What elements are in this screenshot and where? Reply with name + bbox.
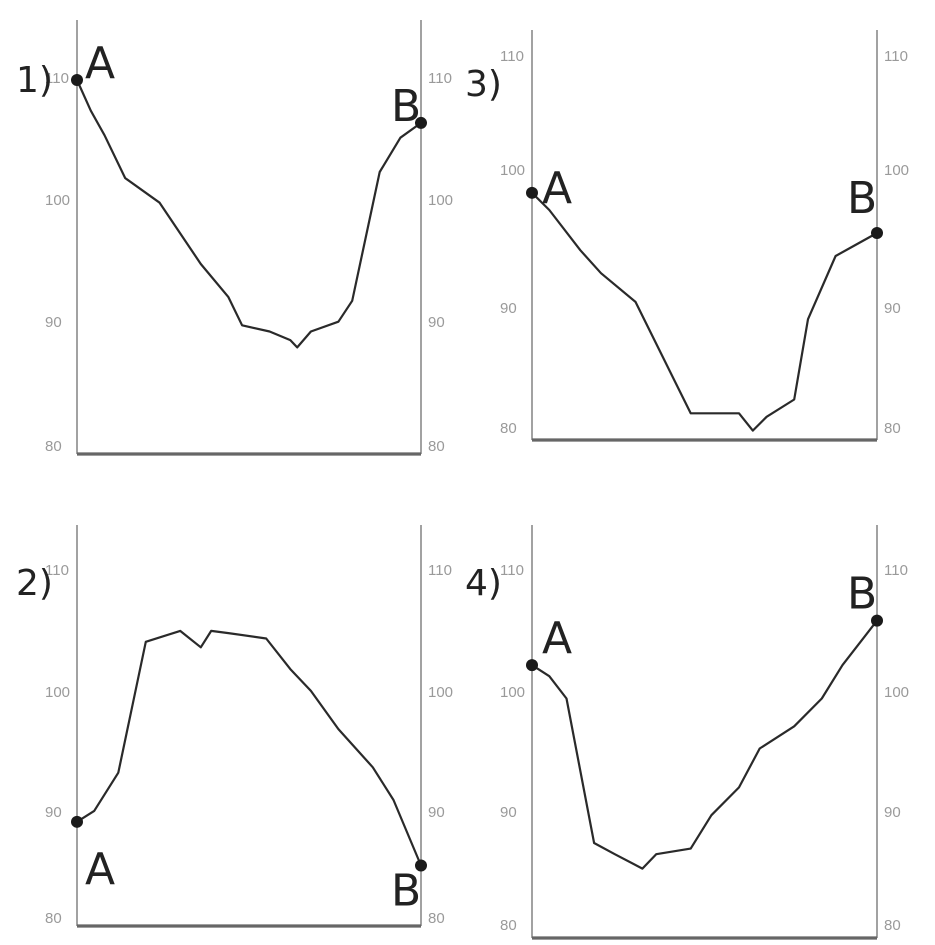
point-b-label: B [391, 865, 421, 916]
y-tick-label-left: 100 [45, 192, 70, 209]
y-tick-label-right: 100 [428, 192, 453, 209]
panel-label: 2) [16, 563, 53, 604]
y-tick-label-left: 90 [45, 804, 62, 821]
point-b-marker [415, 859, 427, 872]
point-b-marker [871, 227, 883, 240]
y-tick-label-left: 80 [500, 917, 517, 934]
y-tick-label-left: 80 [45, 910, 62, 927]
y-tick-label-right: 90 [428, 314, 445, 331]
y-tick-label-left: 110 [500, 562, 524, 579]
panel-1: 110 110 100 100 90 90 80 80 1) A B [16, 20, 453, 456]
y-tick-label-right: 100 [428, 684, 453, 701]
y-tick-label-right: 90 [884, 300, 901, 317]
y-tick-label-left: 110 [45, 70, 69, 87]
panel-3: 110 110 100 100 90 90 80 80 3) A B [465, 30, 909, 442]
point-b-marker [415, 116, 427, 129]
point-a-marker [526, 186, 538, 199]
y-tick-label-left: 110 [45, 562, 69, 579]
elevation-profile-line [76, 629, 423, 866]
panel-label: 3) [465, 64, 502, 105]
y-tick-label-right: 110 [428, 70, 452, 87]
y-tick-label-left: 80 [500, 420, 517, 437]
y-tick-label-left: 100 [500, 684, 525, 701]
y-tick-label-left: 90 [500, 300, 517, 317]
point-a-marker [71, 74, 83, 86]
y-tick-label-left: 90 [45, 314, 62, 331]
panel-4: 110 110 100 100 90 90 80 80 4) A B [465, 525, 909, 940]
elevation-profile-line [531, 619, 878, 870]
y-tick-label-right: 80 [428, 438, 445, 455]
point-a-label: A [542, 613, 572, 664]
point-a-marker [526, 659, 538, 672]
y-tick-label-right: 90 [884, 804, 901, 821]
elevation-profile-line [75, 79, 422, 349]
elevation-profile-line [531, 192, 878, 432]
y-tick-label-right: 110 [884, 562, 908, 579]
y-tick-label-right: 100 [884, 162, 909, 179]
y-tick-label-right: 110 [428, 562, 452, 579]
point-b-label: B [847, 569, 877, 620]
panel-label: 4) [465, 563, 502, 604]
point-a-label: A [85, 38, 115, 89]
y-tick-label-right: 80 [884, 420, 901, 437]
point-a-label: A [85, 844, 115, 895]
y-tick-label-right: 100 [884, 684, 909, 701]
point-b-label: B [391, 81, 421, 132]
y-tick-label-right: 80 [884, 917, 901, 934]
point-a-label: A [542, 163, 572, 214]
y-tick-label-left: 100 [500, 162, 525, 179]
point-b-label: B [847, 173, 877, 224]
panel-label: 1) [16, 60, 53, 101]
y-tick-label-right: 80 [428, 910, 445, 927]
y-tick-label-right: 90 [428, 804, 445, 821]
panel-2: 110 110 100 100 90 90 80 80 2) A B [16, 525, 453, 928]
y-tick-label-left: 90 [500, 804, 517, 821]
y-tick-label-left: 110 [500, 48, 524, 65]
y-tick-label-right: 110 [884, 48, 908, 65]
y-tick-label-left: 100 [45, 684, 70, 701]
point-b-marker [871, 614, 883, 627]
point-a-marker [71, 815, 83, 828]
y-tick-label-left: 80 [45, 438, 62, 455]
